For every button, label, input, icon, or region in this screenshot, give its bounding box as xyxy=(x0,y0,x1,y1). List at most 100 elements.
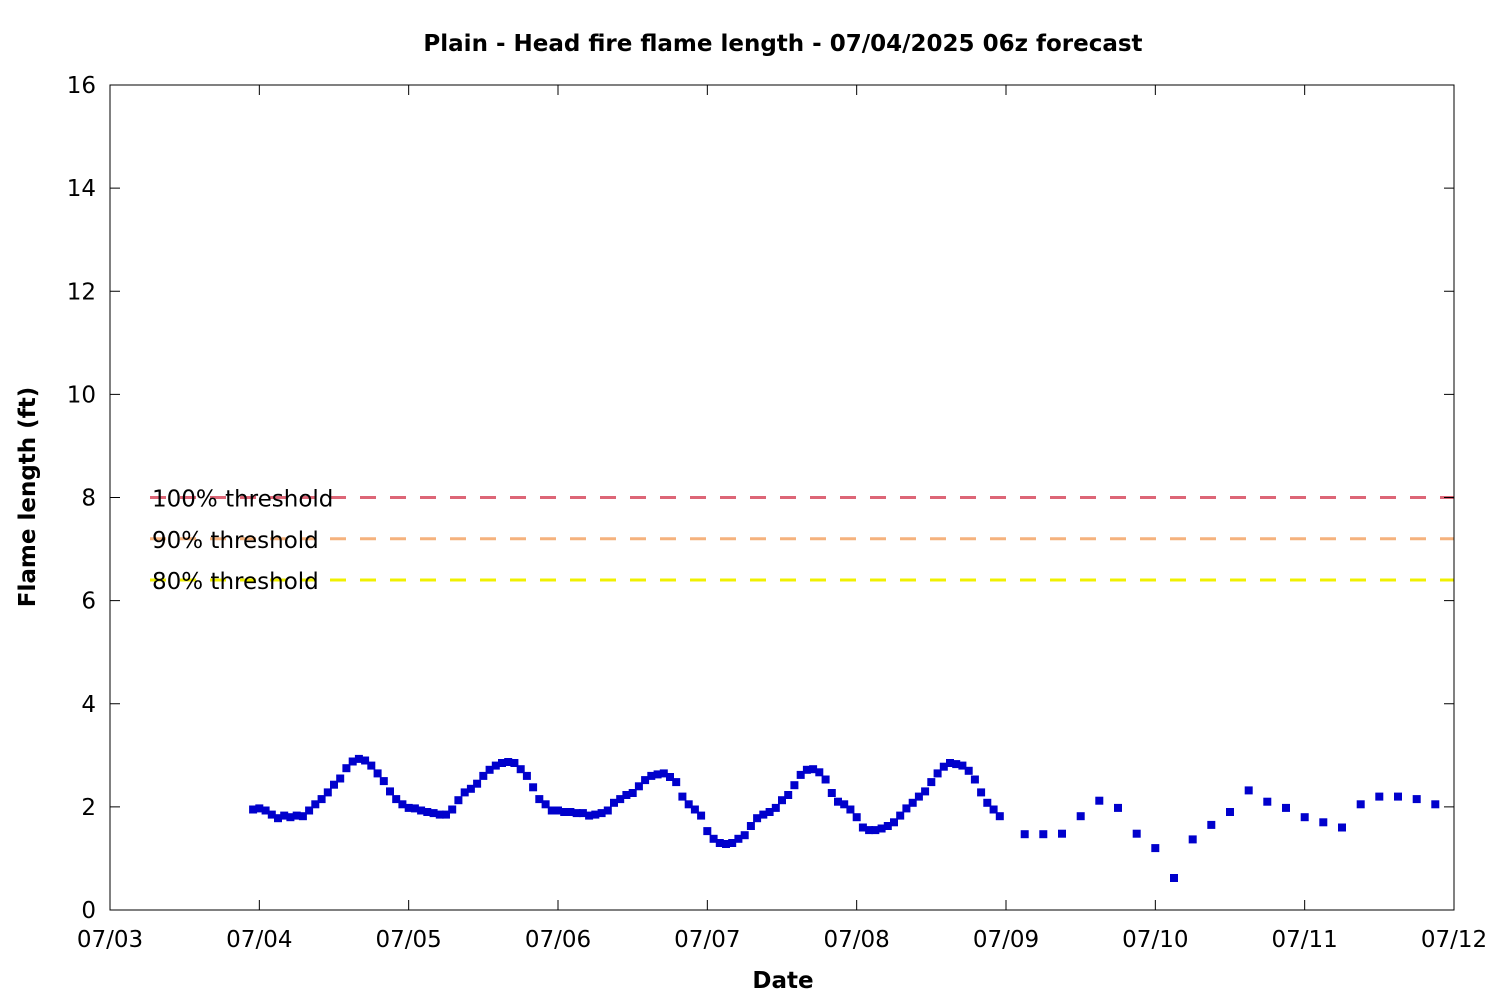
x-tick-label: 07/05 xyxy=(376,927,442,953)
data-point xyxy=(877,824,886,833)
data-point xyxy=(336,774,345,783)
x-tick-label: 07/09 xyxy=(973,927,1039,953)
data-point xyxy=(1151,844,1160,853)
data-point xyxy=(641,776,650,785)
y-tick-label: 14 xyxy=(67,176,96,202)
data-point xyxy=(566,808,575,816)
data-point xyxy=(311,800,320,809)
data-point xyxy=(852,813,861,822)
data-point xyxy=(827,789,836,797)
data-point xyxy=(591,810,600,819)
x-tick-label: 07/04 xyxy=(226,927,292,953)
data-point xyxy=(666,773,674,781)
data-point xyxy=(342,764,351,773)
data-point xyxy=(1300,813,1309,822)
data-point xyxy=(989,805,998,814)
data-point xyxy=(423,808,432,816)
data-point xyxy=(597,809,606,818)
data-point xyxy=(771,803,780,812)
data-point xyxy=(448,805,457,814)
data-point xyxy=(292,811,301,820)
data-point xyxy=(348,757,357,766)
data-point xyxy=(858,823,867,832)
data-point xyxy=(902,804,911,813)
data-point xyxy=(522,771,531,780)
data-point xyxy=(697,811,706,820)
data-point xyxy=(746,822,755,830)
data-point xyxy=(572,809,581,818)
data-point xyxy=(778,796,786,805)
data-point xyxy=(516,765,525,774)
data-point xyxy=(386,787,394,796)
data-point xyxy=(914,792,923,801)
data-point xyxy=(1114,803,1122,812)
data-point xyxy=(634,782,643,791)
data-point xyxy=(616,795,625,804)
data-point xyxy=(298,812,307,821)
x-tick-label: 07/07 xyxy=(674,927,740,953)
data-point xyxy=(1412,795,1421,804)
threshold-label: 80% threshold xyxy=(152,569,319,595)
data-point xyxy=(977,788,986,797)
data-point xyxy=(672,778,681,787)
data-point xyxy=(286,813,295,822)
data-point xyxy=(1170,874,1178,882)
data-point xyxy=(510,759,519,767)
data-point xyxy=(330,780,338,789)
data-point xyxy=(479,771,488,780)
data-point xyxy=(1319,818,1328,827)
data-point xyxy=(890,818,898,827)
data-point xyxy=(1095,796,1104,805)
data-point xyxy=(790,781,799,790)
data-point xyxy=(560,808,569,816)
data-point xyxy=(939,762,948,771)
data-point xyxy=(622,791,631,799)
data-point xyxy=(373,769,382,778)
y-tick-label: 6 xyxy=(81,589,96,615)
data-point xyxy=(1058,829,1066,838)
data-point xyxy=(547,806,556,815)
data-point xyxy=(958,761,967,770)
threshold-label: 100% threshold xyxy=(152,487,333,513)
data-point xyxy=(305,806,314,815)
data-point xyxy=(946,759,954,767)
data-point xyxy=(647,771,656,780)
data-point xyxy=(429,809,438,818)
data-point xyxy=(796,770,805,779)
data-point xyxy=(473,779,482,788)
data-point xyxy=(1282,803,1290,812)
data-point xyxy=(267,810,276,819)
data-point xyxy=(504,758,513,766)
data-point xyxy=(261,806,270,815)
data-point xyxy=(678,792,687,801)
data-point xyxy=(1207,820,1216,829)
x-axis-title: Date xyxy=(752,968,813,994)
data-point xyxy=(927,778,936,787)
x-tick-label: 07/12 xyxy=(1421,927,1487,953)
data-point xyxy=(1020,830,1029,839)
x-tick-label: 07/11 xyxy=(1272,927,1338,953)
data-point xyxy=(840,800,849,809)
data-point xyxy=(809,765,818,774)
data-point xyxy=(952,760,961,769)
data-point xyxy=(995,812,1004,821)
data-point xyxy=(249,805,258,814)
data-point xyxy=(734,834,743,843)
data-point xyxy=(970,775,979,784)
data-point xyxy=(1132,829,1141,838)
data-point xyxy=(896,811,905,820)
y-tick-label: 4 xyxy=(81,692,96,718)
data-point xyxy=(529,783,538,792)
data-point xyxy=(435,810,444,819)
data-point xyxy=(485,765,494,774)
axes-layer: 0 2 4 6 8 10 12 14 16 07/03 07/04 07/05 07/06 07/07 07… xyxy=(67,73,1487,953)
data-point xyxy=(410,804,419,813)
data-point xyxy=(964,766,973,775)
data-point xyxy=(610,798,618,807)
data-point xyxy=(653,770,662,779)
data-point xyxy=(460,788,469,797)
data-point xyxy=(535,795,544,804)
x-tick-label: 07/08 xyxy=(824,927,890,953)
data-point xyxy=(871,826,880,835)
